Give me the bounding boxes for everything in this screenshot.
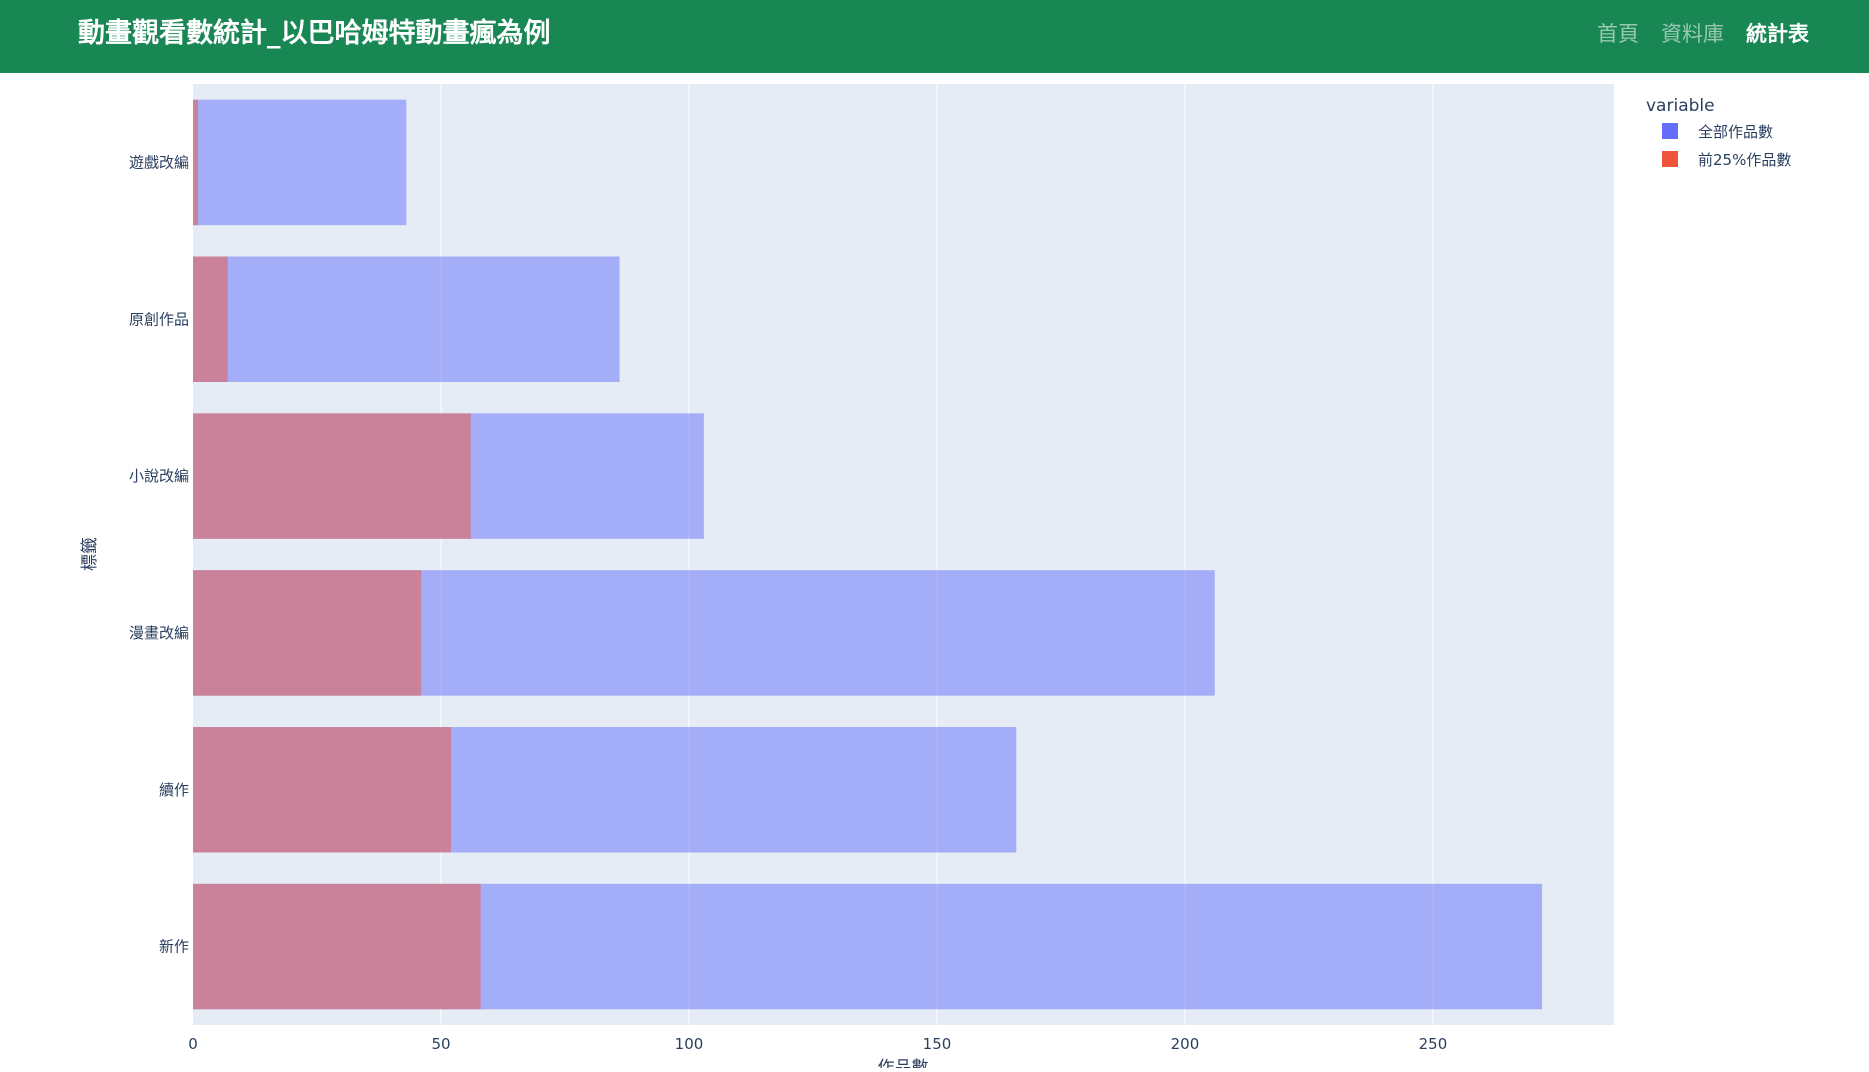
navbar: 動畫觀看數統計_以巴哈姆特動畫瘋為例 首頁 資料庫 統計表 [0,0,1869,73]
grid-lines [440,84,1434,1025]
y-axis-ticks: 新作 續作 漫畫改編 小說改編 原創作品 遊戲改編 [129,153,189,955]
x-tick-label: 0 [188,1035,198,1053]
legend-item[interactable]: 全部作品數 [1662,123,1773,141]
bar-chart: 0 50 100 150 200 250 新作 續作 漫畫改編 小說改編 原創作品 遊戲改編 作品數… [80,84,1791,1072]
y-axis-title: 標籤 [80,537,100,571]
bars [193,99,1543,1010]
bar-top25-3[interactable] [193,413,471,539]
nav-link-database[interactable]: 資料庫 [1661,22,1724,46]
plot-background [193,84,1614,1025]
legend-item[interactable]: 前25%作品數 [1662,151,1791,169]
nav-link-home[interactable]: 首頁 [1597,22,1639,46]
nav-links: 首頁 資料庫 統計表 [1597,18,1809,50]
x-tick-label: 100 [675,1035,704,1053]
x-axis-ticks: 0 50 100 150 200 250 [188,1035,1447,1053]
bar-total-4[interactable] [193,256,620,382]
legend-label: 全部作品數 [1698,123,1773,141]
chart-container: 0 50 100 150 200 250 新作 續作 漫畫改編 小說改編 原創作品 遊戲改編 作品數… [0,73,1869,1072]
bar-top25-5[interactable] [193,99,198,226]
bar-top25-1[interactable] [193,727,451,853]
y-tick-label: 新作 [159,938,189,956]
y-tick-label: 續作 [159,781,189,799]
x-axis-title: 作品數 [878,1058,929,1068]
y-tick-label: 小說改編 [129,467,189,485]
legend-swatch [1662,151,1678,167]
x-tick-label: 150 [923,1035,952,1053]
x-tick-label: 50 [431,1035,450,1053]
x-tick-label: 200 [1171,1035,1200,1053]
bar-top25-4[interactable] [193,256,228,382]
nav-link-statistics[interactable]: 統計表 [1746,22,1809,46]
bar-top25-2[interactable] [193,570,422,696]
legend-swatch [1662,123,1678,139]
y-tick-label: 遊戲改編 [129,153,189,171]
navbar-brand[interactable]: 動畫觀看數統計_以巴哈姆特動畫瘋為例 [78,18,551,49]
bar-top25-0[interactable] [193,883,481,1010]
bar-total-5[interactable] [193,99,407,226]
x-tick-label: 250 [1419,1035,1448,1053]
legend-title: variable [1646,96,1715,116]
legend-label: 前25%作品數 [1698,151,1791,169]
y-tick-label: 原創作品 [129,310,189,328]
y-tick-label: 漫畫改編 [129,624,189,642]
